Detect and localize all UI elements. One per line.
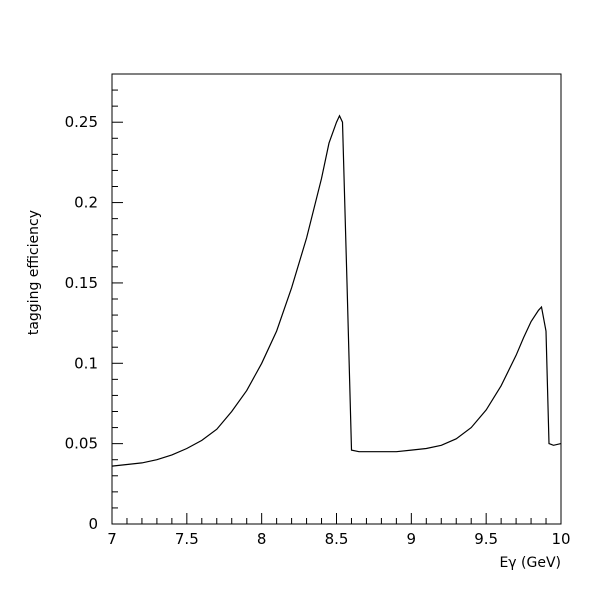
x-axis-ticks [111, 513, 562, 524]
x-axis-tick-labels: 7 7.5 8 8.5 9 9.5 10 [107, 530, 570, 548]
y-tick-label: 0 [88, 515, 98, 533]
y-tick-label: 0.1 [74, 354, 98, 372]
y-tick-label: 0.2 [74, 194, 98, 212]
y-axis-title: tagging efficiency [26, 210, 42, 335]
x-tick-label: 9.5 [474, 530, 498, 548]
x-tick-label: 9 [407, 530, 417, 548]
x-tick-label: 8.5 [325, 530, 349, 548]
x-axis-title: Eγ (GeV) [499, 555, 561, 571]
x-tick-label: 10 [551, 530, 570, 548]
y-axis-ticks [112, 73, 123, 525]
y-axis-tick-labels: 0 0.05 0.1 0.15 0.2 0.25 [65, 113, 98, 533]
y-tick-label: 0.25 [65, 113, 98, 131]
plot-frame [111, 73, 562, 525]
x-tick-label: 7.5 [175, 530, 199, 548]
y-tick-label: 0.05 [65, 435, 98, 453]
x-tick-label: 8 [257, 530, 267, 548]
series-line [111, 114, 562, 467]
y-tick-label: 0.15 [65, 274, 98, 292]
x-tick-label: 7 [107, 530, 117, 548]
